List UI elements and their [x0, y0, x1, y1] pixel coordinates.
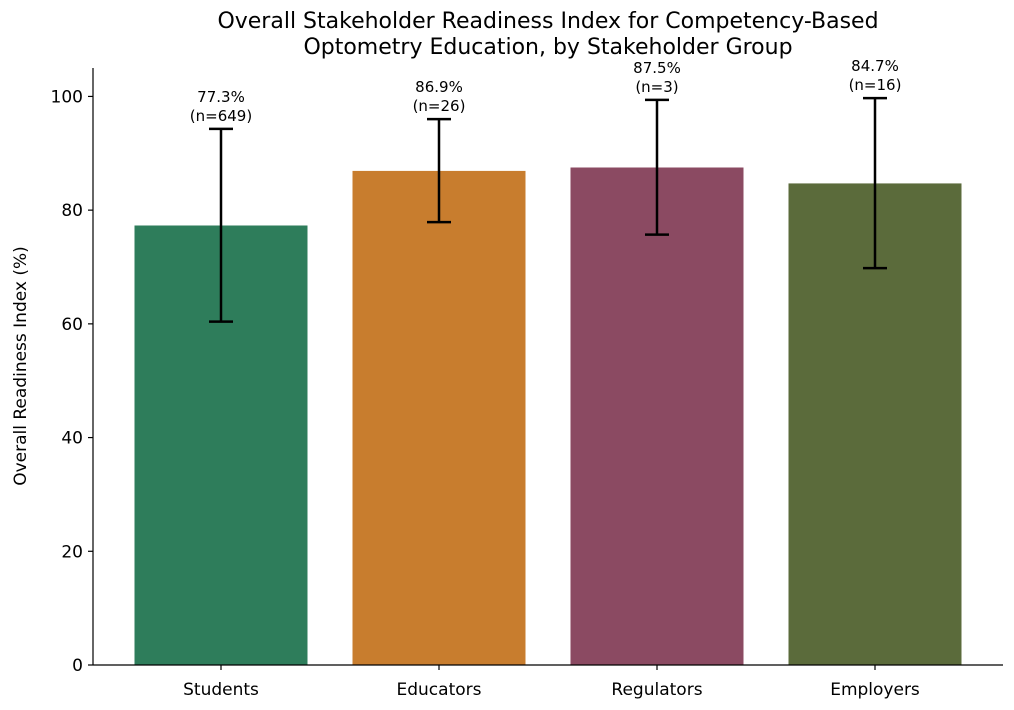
- y-tick-label-100: 100: [51, 87, 83, 107]
- bars-group: [134, 167, 962, 666]
- axes-group: Students Educators Regulators Employers 0 20 4…: [51, 68, 1003, 700]
- data-label-students-count: (n=649): [190, 107, 252, 125]
- y-axis-label: Overall Readiness Index (%): [11, 246, 31, 486]
- data-label-regulators-value: 87.5%: [633, 59, 681, 77]
- y-tick-label-20: 20: [61, 542, 83, 562]
- data-label-educators-count: (n=26): [413, 97, 466, 115]
- data-label-regulators-count: (n=3): [635, 78, 678, 96]
- y-tick-label-80: 80: [61, 201, 83, 221]
- data-label-employers-value: 84.7%: [851, 57, 899, 75]
- error-bars-group: [209, 96, 887, 323]
- chart-title: Overall Stakeholder Readiness Index for …: [217, 9, 878, 60]
- data-label-students-value: 77.3%: [197, 88, 245, 106]
- x-tick-label-employers: Employers: [830, 680, 920, 700]
- bar-educators: [352, 170, 526, 665]
- x-tick-label-students: Students: [183, 680, 259, 700]
- error-bar-regulators: [645, 98, 669, 236]
- y-tick-label-60: 60: [61, 315, 83, 335]
- data-labels-group: 77.3%(n=649) 86.9%(n=26) 87.5%(n=3) 84.7%(n…: [190, 57, 902, 125]
- error-bar-employers: [863, 96, 887, 270]
- y-tick-label-0: 0: [72, 656, 83, 676]
- chart-title-line-2: Optometry Education, by Stakeholder Grou…: [303, 35, 792, 60]
- chart-title-line-1: Overall Stakeholder Readiness Index for …: [217, 9, 878, 34]
- error-bar-students: [209, 127, 233, 323]
- x-tick-label-educators: Educators: [397, 680, 482, 700]
- y-tick-label-40: 40: [61, 429, 83, 449]
- data-label-educators-value: 86.9%: [415, 78, 463, 96]
- x-tick-label-regulators: Regulators: [611, 680, 702, 700]
- bar-regulators: [570, 167, 744, 665]
- data-label-employers-count: (n=16): [849, 76, 902, 94]
- error-bar-educators: [427, 117, 451, 224]
